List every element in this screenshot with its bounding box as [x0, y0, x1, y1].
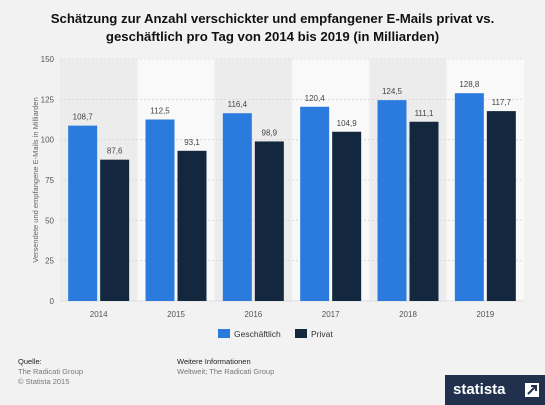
data-label: 128,8	[459, 80, 480, 89]
chart-title: Schätzung zur Anzahl verschickter und em…	[50, 11, 495, 44]
source-heading: Quelle:	[18, 357, 42, 366]
bar-geschaeftlich	[145, 119, 175, 301]
bar-geschaeftlich	[454, 93, 484, 301]
statista-logo: statista	[445, 375, 545, 405]
bar-geschaeftlich	[300, 106, 330, 301]
x-tick-label: 2019	[476, 310, 494, 319]
x-tick-label: 2016	[244, 310, 262, 319]
brand-name: statista	[453, 381, 506, 398]
data-label: 124,5	[382, 87, 403, 96]
data-label: 120,4	[305, 94, 326, 103]
y-tick-label: 25	[45, 257, 54, 266]
data-label: 87,6	[107, 147, 123, 156]
data-label: 93,1	[184, 138, 200, 147]
y-tick-label: 125	[41, 95, 55, 104]
y-tick-label: 50	[45, 216, 54, 225]
data-label: 108,7	[73, 113, 94, 122]
x-tick-label: 2017	[322, 310, 340, 319]
legend-swatch-privat	[295, 329, 307, 338]
source-line-1: The Radicati Group	[18, 367, 84, 376]
bar-geschaeftlich	[68, 125, 98, 301]
legend-label-privat: Privat	[311, 329, 333, 339]
info-heading: Weitere Informationen	[177, 357, 251, 366]
legend-label-geschaeftlich: Geschäftlich	[234, 329, 281, 339]
x-tick-label: 2015	[167, 310, 185, 319]
bar-privat	[177, 150, 207, 301]
data-label: 104,9	[337, 119, 358, 128]
data-label: 116,4	[228, 100, 248, 109]
bar-privat	[100, 159, 130, 301]
source-block: Quelle: The Radicati Group © Statista 20…	[18, 357, 83, 387]
bar-geschaeftlich	[377, 100, 407, 301]
y-tick-label: 75	[45, 176, 54, 185]
bar-privat	[332, 131, 362, 301]
info-block: Weitere Informationen Weltweit; The Radi…	[177, 357, 274, 377]
y-tick-label: 100	[41, 136, 55, 145]
bar-privat	[409, 121, 439, 301]
source-line-2: © Statista 2015	[18, 377, 70, 386]
bar-geschaeftlich	[222, 113, 252, 301]
data-label: 112,5	[150, 107, 170, 116]
x-tick-label: 2014	[90, 310, 108, 319]
data-label: 98,9	[262, 128, 278, 137]
info-line-1: Weltweit; The Radicati Group	[177, 367, 275, 376]
data-label: 117,7	[492, 98, 512, 107]
y-tick-label: 0	[50, 297, 55, 306]
legend-swatch-geschaeftlich	[218, 329, 230, 338]
bar-privat	[254, 141, 284, 301]
y-tick-label: 150	[41, 55, 55, 64]
bar-privat	[486, 111, 516, 302]
statista-mark-icon	[525, 383, 539, 397]
x-tick-label: 2018	[399, 310, 417, 319]
y-axis-label: Versendete und empfangene E-Mails in Mil…	[31, 97, 40, 263]
data-label: 111,1	[415, 109, 434, 118]
